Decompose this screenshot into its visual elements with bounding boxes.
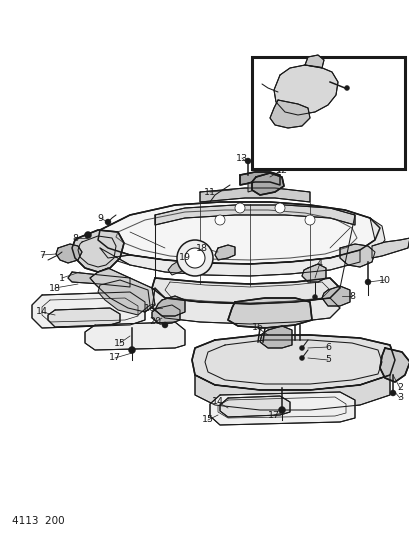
Text: 4113  200: 4113 200 xyxy=(12,516,65,526)
Polygon shape xyxy=(100,230,130,265)
Polygon shape xyxy=(200,188,309,202)
Circle shape xyxy=(312,295,317,300)
Circle shape xyxy=(128,346,135,353)
Text: 8: 8 xyxy=(348,292,354,301)
Polygon shape xyxy=(32,292,145,328)
Circle shape xyxy=(299,356,304,360)
Polygon shape xyxy=(191,335,394,390)
Polygon shape xyxy=(252,173,283,195)
Polygon shape xyxy=(98,280,150,315)
Polygon shape xyxy=(168,258,188,275)
Circle shape xyxy=(299,345,304,351)
Circle shape xyxy=(389,390,395,396)
Text: 6: 6 xyxy=(324,343,330,351)
Bar xyxy=(252,57,404,169)
Circle shape xyxy=(278,407,285,414)
Polygon shape xyxy=(56,244,82,263)
Text: 18: 18 xyxy=(49,284,61,293)
Text: 20: 20 xyxy=(148,318,161,327)
Polygon shape xyxy=(100,248,359,276)
Polygon shape xyxy=(155,205,354,225)
Text: 15: 15 xyxy=(114,338,126,348)
Text: 22: 22 xyxy=(341,84,353,93)
Polygon shape xyxy=(239,172,279,185)
Text: 9: 9 xyxy=(97,214,103,222)
Text: 21: 21 xyxy=(254,85,265,94)
Circle shape xyxy=(344,85,348,91)
Circle shape xyxy=(274,203,284,213)
Text: 11: 11 xyxy=(204,188,216,197)
Text: 8: 8 xyxy=(72,233,78,243)
Polygon shape xyxy=(195,375,389,410)
Polygon shape xyxy=(339,244,374,267)
Polygon shape xyxy=(48,308,120,327)
Circle shape xyxy=(364,279,370,285)
Circle shape xyxy=(105,219,111,225)
Text: 7: 7 xyxy=(39,251,45,260)
Circle shape xyxy=(84,231,91,238)
Polygon shape xyxy=(209,392,354,425)
Circle shape xyxy=(245,158,250,164)
Polygon shape xyxy=(379,348,409,382)
Polygon shape xyxy=(90,268,155,312)
Circle shape xyxy=(177,240,213,276)
Polygon shape xyxy=(270,100,309,128)
Polygon shape xyxy=(259,326,291,348)
Polygon shape xyxy=(72,230,124,272)
Polygon shape xyxy=(98,202,379,264)
Text: 16: 16 xyxy=(252,324,263,333)
Text: 19: 19 xyxy=(179,253,191,262)
Circle shape xyxy=(214,215,225,225)
Polygon shape xyxy=(85,322,184,350)
Text: 10: 10 xyxy=(378,276,390,285)
Circle shape xyxy=(234,203,245,213)
Polygon shape xyxy=(247,180,273,192)
Polygon shape xyxy=(371,238,409,258)
Polygon shape xyxy=(321,286,349,306)
Text: 4: 4 xyxy=(316,259,322,268)
Circle shape xyxy=(304,215,314,225)
Polygon shape xyxy=(220,396,289,417)
Text: 14: 14 xyxy=(211,398,223,407)
Text: 17: 17 xyxy=(109,353,121,362)
Text: 15: 15 xyxy=(202,416,213,424)
Circle shape xyxy=(162,322,168,328)
Text: 13: 13 xyxy=(235,154,247,163)
Polygon shape xyxy=(155,296,184,316)
Text: 12: 12 xyxy=(275,166,287,174)
Text: 1: 1 xyxy=(59,273,65,282)
Polygon shape xyxy=(214,245,234,260)
Polygon shape xyxy=(304,55,323,68)
Polygon shape xyxy=(152,288,339,324)
Polygon shape xyxy=(359,218,384,262)
Text: 14: 14 xyxy=(36,308,48,317)
Text: 18: 18 xyxy=(196,244,207,253)
Polygon shape xyxy=(68,272,130,287)
Polygon shape xyxy=(152,305,180,324)
Text: 5: 5 xyxy=(324,356,330,365)
Text: 16: 16 xyxy=(144,303,155,312)
Polygon shape xyxy=(301,264,325,282)
Polygon shape xyxy=(152,278,339,304)
Text: 17: 17 xyxy=(267,410,279,419)
Text: 2: 2 xyxy=(396,384,402,392)
Text: 3: 3 xyxy=(396,393,402,402)
Polygon shape xyxy=(273,65,337,115)
Circle shape xyxy=(184,248,204,268)
Polygon shape xyxy=(227,298,311,328)
